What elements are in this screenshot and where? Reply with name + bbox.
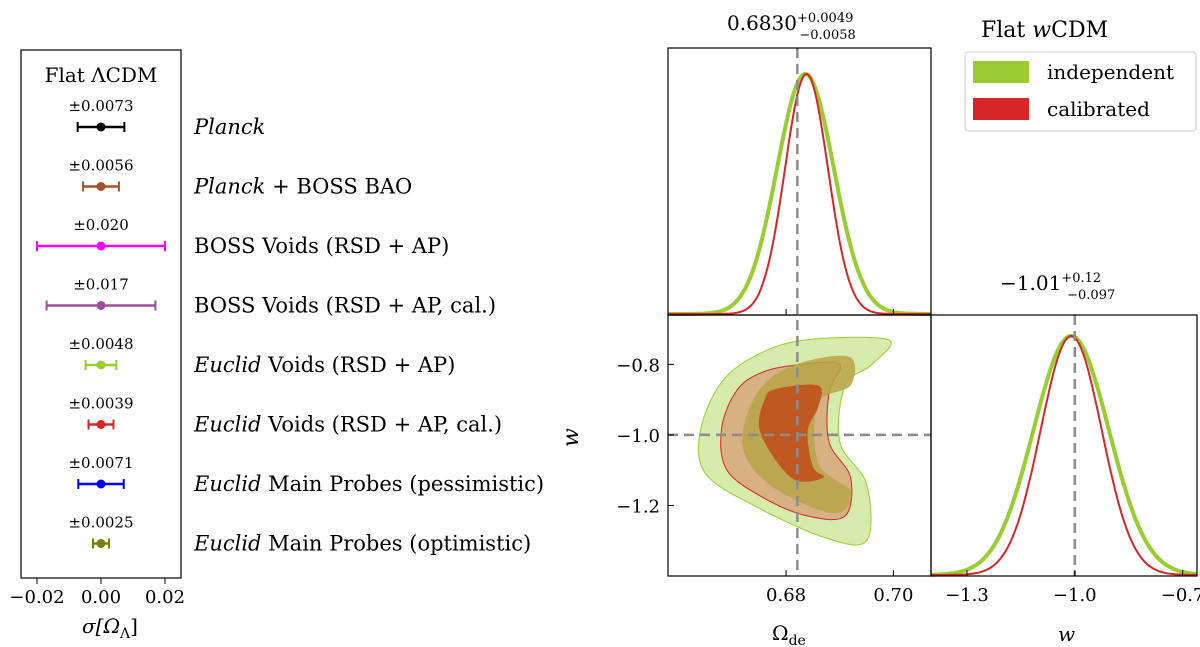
sigma-label: ±0.0073 [68, 97, 133, 115]
row-label-rest: Main Probes (optimistic) [262, 532, 532, 556]
x-tick-label: 0.00 [81, 587, 121, 608]
w-xtick-label: −0.7 [1161, 585, 1200, 606]
sigma-label: ±0.0056 [68, 157, 133, 175]
contour-calibrated-1sigma [758, 384, 825, 482]
row-label-rest: BOSS Voids (RSD + AP, cal.) [194, 294, 496, 318]
legend: independent calibrated [964, 51, 1197, 132]
row-label: Planck [193, 115, 265, 139]
row-label: BOSS Voids (RSD + AP) [194, 234, 449, 258]
lcdm-xlabel: σ[ΩΛ] [82, 614, 138, 642]
row-label-italic: Planck [193, 115, 265, 139]
errorbar-point [96, 360, 106, 370]
errorbar-point [96, 479, 106, 489]
errorbar-point [96, 420, 106, 429]
x-tick-label: 0.02 [145, 587, 185, 608]
wcdm-title: Flat wCDM [981, 18, 1108, 43]
row-label-italic: Euclid [193, 532, 262, 556]
row-label-rest: + BOSS BAO [265, 175, 412, 199]
errorbar-point [96, 241, 106, 251]
row-label-rest: Voids (RSD + AP, cal.) [262, 413, 503, 437]
omega-1d-independent [668, 71, 931, 316]
sigma-label: ±0.0048 [68, 335, 133, 353]
w-ytick-label: −1.2 [616, 496, 660, 517]
w-axis-label: w [1058, 622, 1075, 646]
errorbar-point [96, 539, 106, 548]
omega-tick-label: 0.70 [873, 585, 913, 606]
omega-tick-label: 0.68 [766, 585, 806, 606]
row-label: Euclid Voids (RSD + AP) [193, 353, 455, 377]
lcdm-title: Flat ΛCDM [45, 63, 158, 87]
errorbar-point [96, 122, 106, 132]
sigma-label: ±0.017 [73, 276, 129, 294]
row-label: Euclid Main Probes (pessimistic) [193, 472, 544, 496]
legend-swatch-calibrated [973, 98, 1029, 120]
row-label: Planck + BOSS BAO [193, 175, 412, 199]
w-1d-frame [930, 314, 1198, 577]
row-label: Euclid Main Probes (optimistic) [193, 532, 531, 556]
errorbar-point [96, 301, 106, 310]
sigma-label: ±0.0071 [68, 454, 133, 472]
w-xtick-label: −1.0 [1053, 585, 1097, 606]
row-label: Euclid Voids (RSD + AP, cal.) [193, 413, 502, 437]
row-label-italic: Euclid [193, 353, 262, 377]
sigma-label: ±0.020 [73, 216, 129, 234]
row-label-rest: Voids (RSD + AP) [262, 353, 456, 377]
row-label-italic: Euclid [193, 472, 262, 496]
lcdm-panel: Flat ΛCDM ±0.0073 ±0.0056 ±0.020 ±0.017 ±0.0… [9, 49, 185, 642]
wcdm-corner: 0.68 0.70 −0.8 −1.0 −1.2 −1.3 −1.0 −0.7 0.6830+… [559, 11, 1200, 647]
row-label-italic: Euclid [193, 413, 262, 437]
legend-label-calibrated: calibrated [1047, 97, 1150, 121]
row-label-rest: BOSS Voids (RSD + AP) [194, 234, 449, 258]
w-xtick-label: −1.3 [945, 585, 989, 606]
sigma-label: ±0.0025 [68, 514, 133, 532]
omega-axis-label: Ωde [772, 621, 806, 647]
legend-label-independent: independent [1047, 60, 1174, 84]
legend-swatch-independent [973, 61, 1029, 83]
w-ytick-label: −0.8 [616, 355, 660, 376]
row-label-rest: Main Probes (pessimistic) [262, 472, 545, 496]
omega-1d-calibrated [668, 72, 931, 315]
w-1d-calibrated [931, 335, 1198, 576]
w-yaxis-label: w [559, 428, 584, 447]
errorbar-point [96, 182, 106, 191]
row-label: BOSS Voids (RSD + AP, cal.) [194, 294, 496, 318]
x-tick-label: −0.02 [9, 587, 64, 608]
sigma-label: ±0.0039 [68, 395, 133, 413]
w-ytick-label: −1.0 [616, 426, 660, 447]
omega-summary: 0.6830+0.0049 −0.0058 [727, 11, 856, 43]
w-1d-independent [930, 334, 1198, 577]
row-label-italic: Planck [193, 175, 265, 199]
w-summary: −1.01+0.12 −0.097 [1000, 271, 1115, 303]
